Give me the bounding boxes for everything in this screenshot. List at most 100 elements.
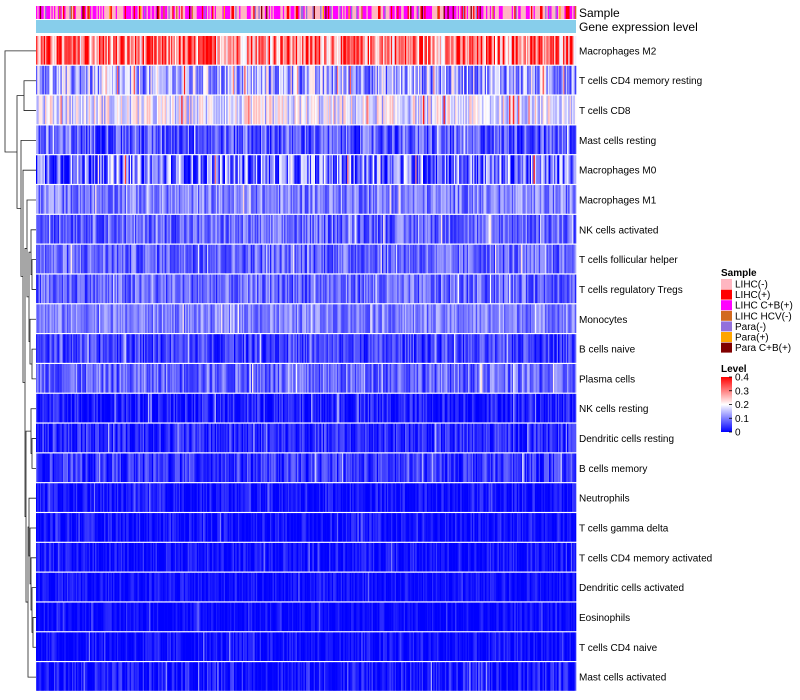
heatmap-cell xyxy=(255,125,258,155)
heatmap-cell xyxy=(262,65,264,95)
heatmap-cell xyxy=(453,65,456,95)
heatmap-cell xyxy=(518,244,520,274)
heatmap-cell xyxy=(78,155,81,184)
heatmap-cell xyxy=(284,36,286,65)
heatmap-cell xyxy=(411,155,414,184)
heatmap-cell xyxy=(221,65,223,95)
heatmap-cell xyxy=(156,36,159,65)
heatmap-cell xyxy=(522,125,524,155)
heatmap-cell xyxy=(428,274,430,304)
heatmap-cell xyxy=(360,185,362,214)
heatmap-cell xyxy=(222,36,225,65)
heatmap-cell xyxy=(344,36,347,65)
heatmap-cell xyxy=(266,214,268,244)
heatmap-cell xyxy=(564,125,567,155)
heatmap-cell xyxy=(450,334,452,363)
heatmap-cell xyxy=(570,65,573,95)
heatmap-cell xyxy=(65,304,68,333)
heatmap-cell xyxy=(397,244,399,274)
heatmap-cell xyxy=(122,244,124,274)
heatmap-cell xyxy=(339,214,342,244)
heatmap-cell xyxy=(306,65,308,95)
heatmap-cell xyxy=(429,334,432,363)
heatmap-cell xyxy=(92,304,95,333)
heatmap-cell xyxy=(343,185,345,214)
heatmap-cell xyxy=(189,185,191,214)
heatmap-cell xyxy=(316,244,318,274)
heatmap-cell xyxy=(333,36,335,65)
heatmap-cell xyxy=(299,274,302,304)
heatmap-cell xyxy=(491,304,493,333)
heatmap-cell xyxy=(510,36,513,65)
heatmap-cell xyxy=(96,155,99,184)
sample-cell xyxy=(275,6,277,19)
heatmap-cell xyxy=(531,185,533,214)
heatmap-cell xyxy=(489,244,492,274)
heatmap-cell xyxy=(390,304,393,333)
heatmap-cell xyxy=(285,125,288,155)
sample-cell xyxy=(72,6,74,19)
sample-cell xyxy=(505,6,507,19)
heatmap-cell xyxy=(57,155,60,184)
heatmap-cell xyxy=(493,334,496,363)
heatmap-cell xyxy=(297,304,299,333)
heatmap-cell xyxy=(425,36,428,65)
heatmap-cell xyxy=(276,95,279,125)
heatmap-cell xyxy=(425,125,428,155)
heatmap-cell xyxy=(128,214,131,244)
heatmap-cell xyxy=(124,214,127,244)
heatmap-cell xyxy=(380,155,383,184)
sample-cell xyxy=(504,6,506,19)
heatmap-cell xyxy=(331,36,334,65)
heatmap-cell xyxy=(178,125,181,155)
heatmap-cell xyxy=(447,65,450,95)
heatmap-cell xyxy=(497,185,500,214)
heatmap-cell xyxy=(217,155,219,184)
heatmap-cell xyxy=(375,274,378,304)
sample-cell xyxy=(237,6,240,19)
heatmap-cell xyxy=(75,65,78,95)
heatmap-cell xyxy=(392,125,394,155)
heatmap-cell xyxy=(189,95,191,125)
heatmap-cell xyxy=(234,304,236,333)
heatmap-cell xyxy=(482,274,484,304)
heatmap-cell xyxy=(63,36,65,65)
heatmap-cell xyxy=(248,274,250,304)
heatmap-cell xyxy=(483,244,486,274)
heatmap-cell xyxy=(396,244,398,274)
heatmap-cell xyxy=(306,334,308,363)
heatmap-cell xyxy=(141,155,144,184)
heatmap-cell xyxy=(428,185,430,214)
heatmap-cell xyxy=(376,304,379,333)
heatmap-cell xyxy=(415,185,417,214)
heatmap-cell xyxy=(447,304,450,333)
sample-cell xyxy=(45,6,47,19)
heatmap-cell xyxy=(551,214,554,244)
heatmap-cell xyxy=(545,185,547,214)
heatmap-cell xyxy=(294,95,297,125)
heatmap-cell xyxy=(335,304,338,333)
heatmap-cell xyxy=(496,214,498,244)
heatmap-cell xyxy=(214,125,217,155)
heatmap-cell xyxy=(253,274,255,304)
heatmap-cell xyxy=(455,334,457,363)
heatmap-cell xyxy=(252,274,254,304)
heatmap-cell xyxy=(207,185,209,214)
heatmap-cell xyxy=(74,65,77,95)
heatmap-cell xyxy=(513,125,515,155)
heatmap-cell xyxy=(367,274,370,304)
heatmap-cell xyxy=(349,95,352,125)
heatmap-cell xyxy=(329,65,331,95)
sample-cell xyxy=(324,6,326,19)
heatmap-cell xyxy=(352,125,354,155)
heatmap-cell xyxy=(60,125,63,155)
heatmap-cell xyxy=(138,244,141,274)
heatmap-cell xyxy=(565,65,568,95)
heatmap-cell xyxy=(45,214,47,244)
heatmap-cell xyxy=(545,125,547,155)
heatmap-cell xyxy=(177,65,180,95)
heatmap-cell xyxy=(397,36,399,65)
heatmap-cell xyxy=(425,334,428,363)
heatmap-cell xyxy=(424,155,426,184)
heatmap-cell xyxy=(559,36,561,65)
